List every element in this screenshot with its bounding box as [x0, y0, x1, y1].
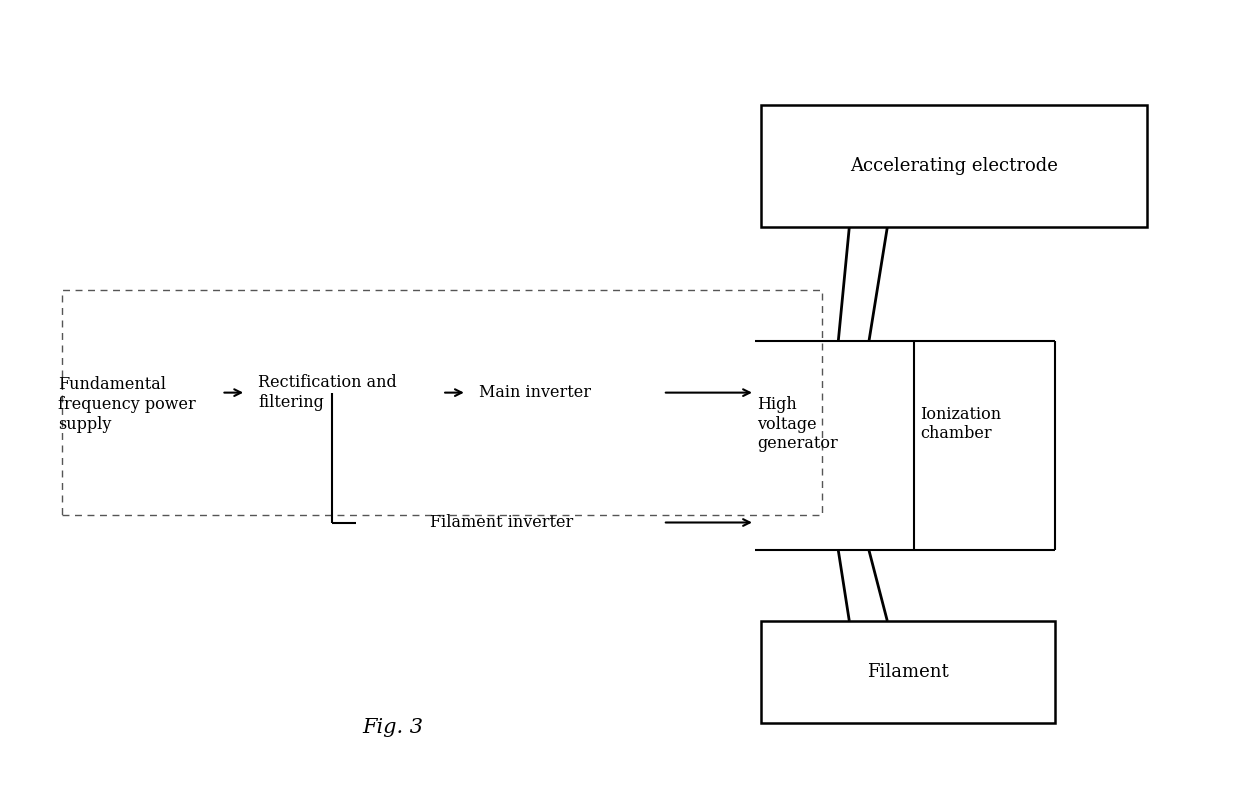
Text: Main inverter: Main inverter [479, 384, 591, 401]
Text: Filament: Filament [867, 663, 949, 681]
Text: Fundamental
frequency power
supply: Fundamental frequency power supply [58, 376, 196, 433]
Bar [62, 290, 822, 514]
Bar [761, 621, 1055, 723]
Text: Rectification and
filtering: Rectification and filtering [258, 374, 397, 411]
Text: Ionization
chamber: Ionization chamber [920, 406, 1002, 442]
Text: High
voltage
generator: High voltage generator [758, 396, 838, 453]
Text: Filament inverter: Filament inverter [430, 514, 573, 531]
Text: Accelerating electrode: Accelerating electrode [851, 157, 1058, 175]
Bar [761, 106, 1147, 227]
Text: Fig. 3: Fig. 3 [362, 718, 424, 737]
